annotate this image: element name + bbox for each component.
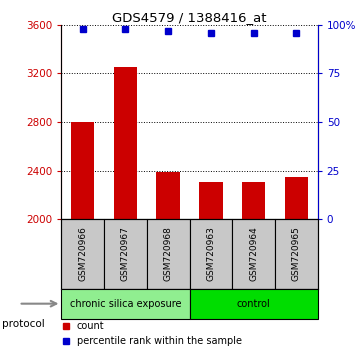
Text: GSM720965: GSM720965 — [292, 227, 301, 281]
Bar — [242, 182, 265, 219]
Title: GDS4579 / 1388416_at: GDS4579 / 1388416_at — [112, 11, 267, 24]
Text: GSM720963: GSM720963 — [206, 227, 216, 281]
Bar — [71, 122, 95, 219]
Text: GSM720964: GSM720964 — [249, 227, 258, 281]
Bar — [284, 177, 308, 219]
Bar — [190, 289, 318, 319]
Bar — [190, 219, 232, 289]
Bar — [104, 219, 147, 289]
Text: GSM720966: GSM720966 — [78, 227, 87, 281]
Bar — [147, 219, 190, 289]
Text: GSM720968: GSM720968 — [164, 227, 173, 281]
Text: control: control — [237, 299, 270, 309]
Text: protocol: protocol — [2, 319, 44, 329]
Bar — [114, 67, 137, 219]
Text: count: count — [77, 321, 104, 331]
Bar — [275, 219, 318, 289]
Bar — [199, 182, 223, 219]
Bar — [61, 289, 190, 319]
Text: GSM720967: GSM720967 — [121, 227, 130, 281]
Bar — [232, 219, 275, 289]
Text: chronic silica exposure: chronic silica exposure — [70, 299, 181, 309]
Bar — [61, 219, 104, 289]
Bar — [156, 172, 180, 219]
Text: percentile rank within the sample: percentile rank within the sample — [77, 336, 242, 346]
